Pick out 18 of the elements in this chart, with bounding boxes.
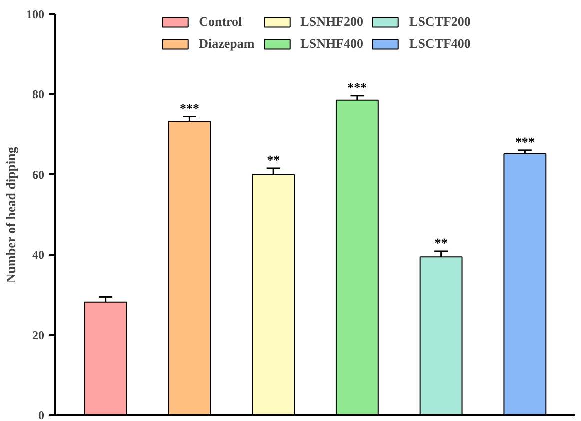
data-label: **	[434, 235, 448, 250]
legend-label: LSNHF200	[300, 14, 364, 30]
legend-label: LSNHF400	[300, 36, 364, 52]
y-tick-label: 20	[32, 328, 44, 342]
y-tick-label: 100	[26, 8, 44, 22]
data-label: **	[267, 152, 280, 168]
legend-label: Control	[199, 14, 242, 30]
y-tick-label: 80	[32, 88, 44, 102]
y-tick-label: 0	[38, 408, 44, 421]
legend-label: LSCTF200	[410, 14, 471, 30]
y-axis-title: Number of head dipping	[4, 146, 18, 284]
y-tick-label: 60	[32, 168, 44, 182]
y-tick-label: 40	[32, 248, 44, 262]
legend-label: Diazepam	[199, 36, 255, 52]
data-label: ***	[180, 100, 200, 116]
legend-label: LSCTF400	[410, 36, 471, 52]
data-label: ***	[515, 134, 535, 150]
data-label: ***	[348, 80, 368, 95]
